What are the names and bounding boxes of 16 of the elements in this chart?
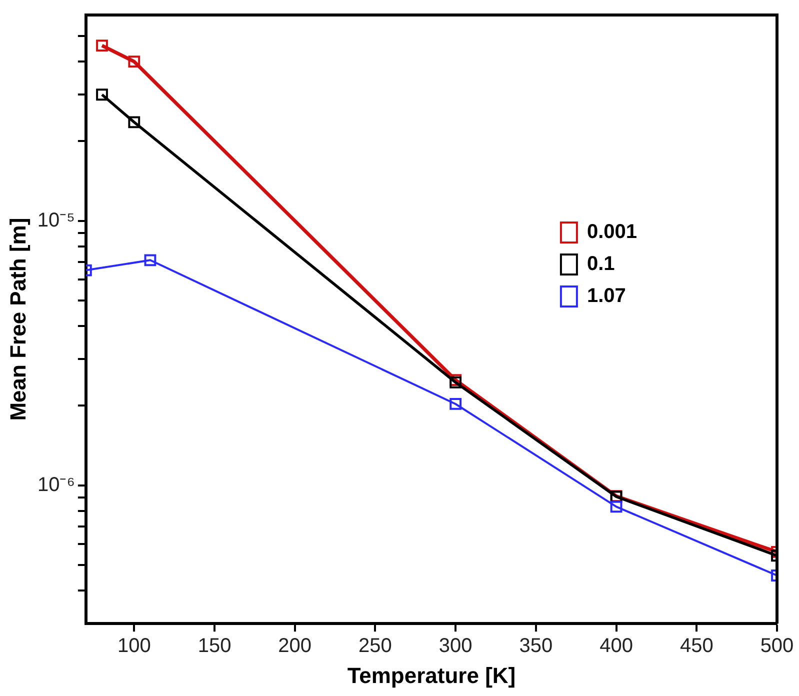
x-tick-label: 450	[680, 635, 714, 658]
x-tick-label: 200	[278, 635, 312, 658]
x-tick-label: 250	[358, 635, 392, 658]
legend-label: 0.001	[586, 220, 638, 243]
x-tick-label: 500	[760, 635, 794, 658]
x-tick-label: 150	[198, 635, 232, 658]
x-tick-label: 100	[117, 635, 151, 658]
x-tick-label: 300	[438, 635, 472, 658]
y-tick-label: 10⁻⁵	[37, 209, 75, 232]
y-axis-title: Mean Free Path [m]	[5, 218, 30, 421]
x-tick-label: 350	[519, 635, 553, 658]
x-tick-label: 400	[600, 635, 633, 658]
legend-label: 1.07	[586, 284, 626, 307]
legend-label: 0.1	[586, 252, 615, 275]
x-axis-title: Temperature [K]	[347, 662, 516, 688]
y-tick-label: 10⁻⁶	[37, 474, 75, 496]
